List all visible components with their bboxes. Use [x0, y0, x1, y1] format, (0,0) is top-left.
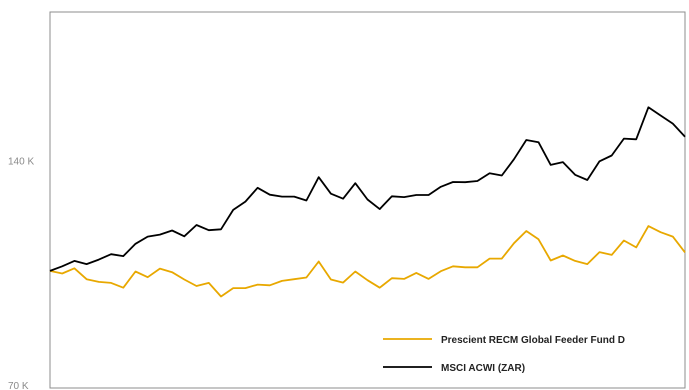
y-tick-label-1: 140 K	[8, 156, 34, 167]
series-lines	[49, 106, 686, 298]
series-line-prescient-recm	[49, 225, 686, 298]
y-axis-tick-labels: 70 K 140 K	[8, 156, 34, 390]
legend: Prescient RECM Global Feeder Fund D MSCI…	[383, 335, 625, 374]
legend-label-msci-acwi: MSCI ACWI (ZAR)	[441, 363, 525, 374]
legend-label-prescient-recm: Prescient RECM Global Feeder Fund D	[441, 335, 625, 346]
y-tick-label-0: 70 K	[8, 381, 29, 390]
series-line-msci-acwi	[49, 106, 686, 272]
